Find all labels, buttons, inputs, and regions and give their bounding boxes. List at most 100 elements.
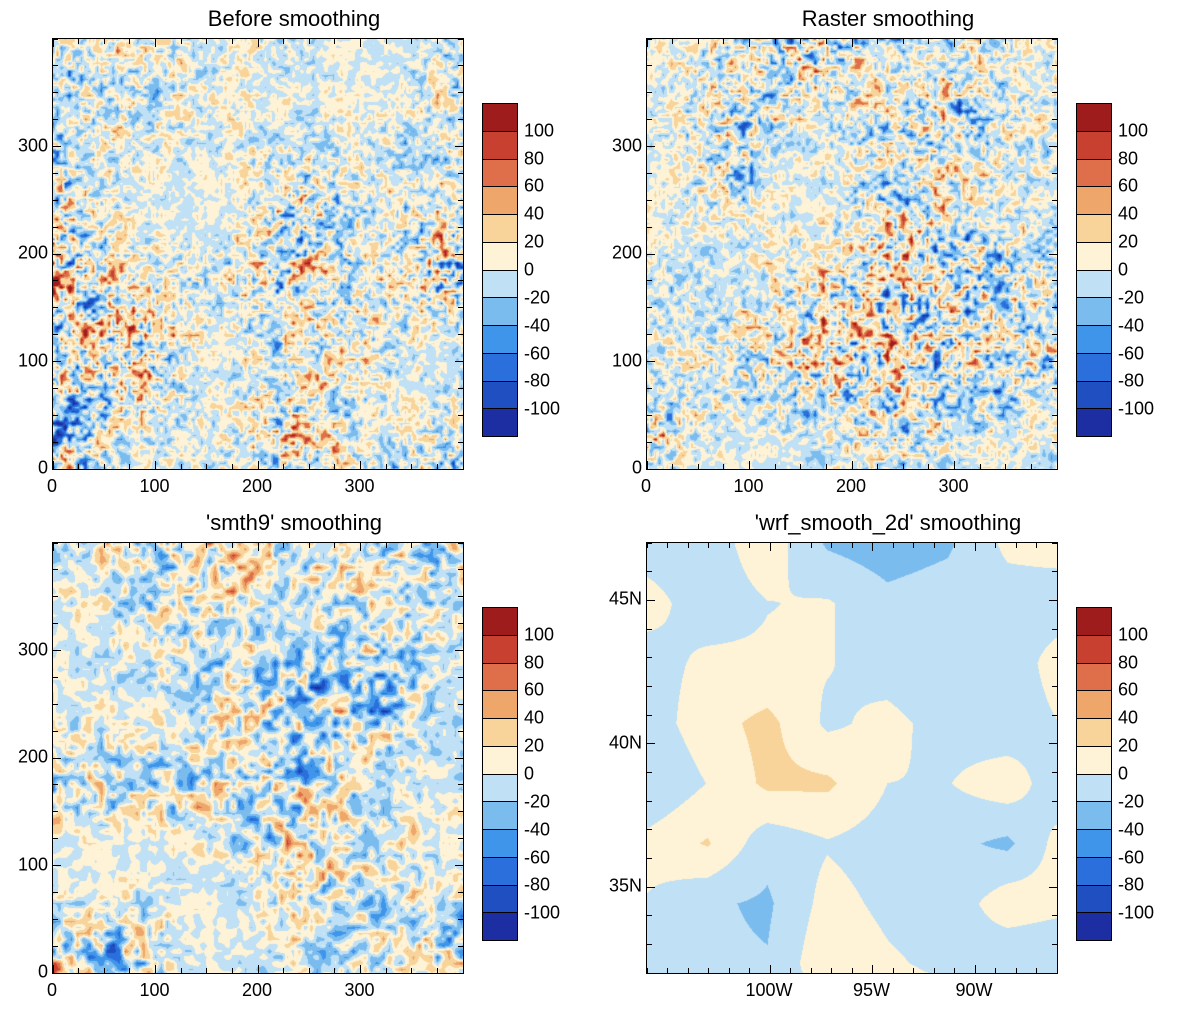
axis-tick [647,388,652,389]
colorbar-tick-label: 20 [1118,232,1138,253]
axis-tick [995,543,996,548]
axis-tick [729,968,730,973]
axis-tick [980,464,981,469]
axis-tick [458,811,463,812]
axis-tick [647,254,655,255]
axis-tick [104,464,105,469]
colorbar-tick-label: 40 [1118,708,1138,729]
axis-tick [903,464,904,469]
axis-tick [53,39,58,40]
colorbar-segment [483,408,517,436]
axis-tick [647,571,652,572]
axis-tick [458,334,463,335]
colorbar-tick-label: 20 [524,736,544,757]
axis-tick [232,464,233,469]
colorbar-segment [1077,690,1111,718]
colorbar-segment [1077,214,1111,242]
x-tick-label: 300 [344,980,374,1001]
axis-tick [647,543,648,548]
axis-tick [360,965,361,973]
axis-tick [800,464,801,469]
plot-area [52,542,464,974]
axis-tick [309,543,310,548]
axis-tick [975,543,976,551]
axis-tick [1049,146,1057,147]
colorbar-box [1076,103,1112,437]
colorbar-tick-label: 60 [1118,176,1138,197]
axis-tick [1052,119,1057,120]
axis-tick [283,39,284,44]
axis-tick [258,461,259,469]
axis-tick [78,543,79,548]
axis-tick [53,543,58,544]
axis-tick [437,968,438,973]
axis-tick [647,772,652,773]
axis-tick [53,811,58,812]
heatmap-canvas [53,39,463,469]
axis-tick [647,173,652,174]
axis-tick [934,543,935,548]
axis-tick [53,334,58,335]
axis-tick [53,569,58,570]
colorbar-segment [483,297,517,325]
axis-tick [975,965,976,973]
y-tick-label: 40N [609,732,642,753]
axis-tick [1052,571,1057,572]
colorbar-segment [483,186,517,214]
axis-tick [698,464,699,469]
colorbar: -100-80-60-40-20020406080100 [482,103,582,437]
axis-tick [386,543,387,548]
axis-tick [1052,629,1057,630]
axis-tick [53,731,58,732]
axis-tick [53,388,58,389]
axis-tick [78,464,79,469]
colorbar-segment [483,718,517,746]
axis-tick [458,623,463,624]
axis-tick [1052,858,1057,859]
colorbar-box [482,607,518,941]
axis-tick [463,543,464,548]
axis-tick [206,968,207,973]
axis-tick [647,686,652,687]
x-tick-label: 100 [139,476,169,497]
axis-tick [1036,968,1037,973]
axis-tick [437,464,438,469]
colorbar-segment [1077,408,1111,436]
axis-tick [667,543,668,548]
colorbar-segment [1077,885,1111,913]
colorbar-segment [483,912,517,940]
x-axis: 0100200300 [52,470,464,502]
axis-tick [708,968,709,973]
axis-tick [181,39,182,44]
y-axis: 35N40N45N [600,542,646,972]
colorbar-tick-label: 20 [524,232,544,253]
axis-tick [53,227,58,228]
y-axis: 0100200300 [600,38,646,468]
axis-tick [458,388,463,389]
axis-tick [53,200,58,201]
axis-tick [790,543,791,548]
panel-before-smoothing: Before smoothing 0100200300 0100200300 -… [6,4,582,502]
axis-tick [458,307,463,308]
colorbar-tick-label: -40 [524,315,550,336]
axis-tick [53,254,61,255]
axis-tick [831,968,832,973]
axis-tick [181,464,182,469]
axis-tick [78,968,79,973]
axis-tick [647,227,652,228]
colorbar-segment [1077,381,1111,409]
axis-tick [104,968,105,973]
axis-tick [411,464,412,469]
colorbar-segment [1077,746,1111,774]
colorbar-tick-label: 60 [1118,680,1138,701]
axis-tick [1036,543,1037,548]
axis-tick [386,968,387,973]
y-tick-label: 45N [609,589,642,610]
axis-tick [53,596,58,597]
colorbar-tick-label: -40 [524,819,550,840]
axis-tick [53,838,58,839]
axis-tick [155,543,156,551]
axis-tick [749,39,750,47]
colorbar-segment [1077,353,1111,381]
axis-tick [309,39,310,44]
